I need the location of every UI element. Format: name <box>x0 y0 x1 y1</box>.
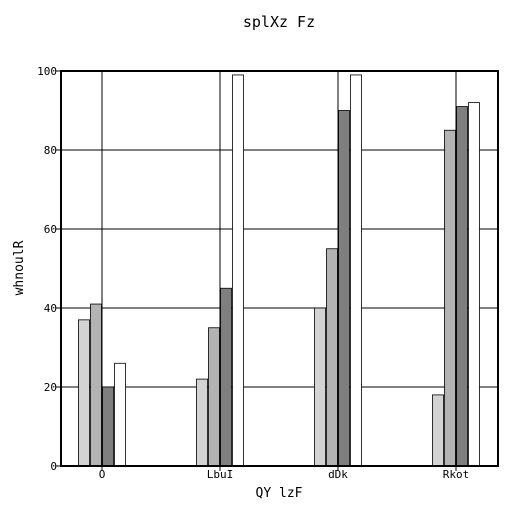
y-tick-label-3: 60 <box>44 223 57 236</box>
y-tick-label-0: 0 <box>50 460 57 473</box>
grid-lines <box>61 71 498 466</box>
y-axis-ticks: 0 20 40 60 80 100 <box>37 65 61 473</box>
bar-s2-dDk <box>338 110 350 467</box>
bar-s3-dDk <box>350 74 362 467</box>
x-tick-label-2: dDk <box>328 468 348 481</box>
y-tick-label-5: 100 <box>37 65 57 78</box>
bars <box>78 74 480 467</box>
bar-s2-LbuI <box>220 287 232 467</box>
x-tick-label-3: Rkot <box>443 468 470 481</box>
x-axis-ticks: O LbuI dDk Rkot <box>99 466 470 481</box>
bar-s0-Rkot <box>432 394 444 467</box>
bar-s2-Rkot <box>456 106 468 467</box>
chart-title: splXz Fz <box>243 13 315 31</box>
bar-s3-Rkot <box>468 102 480 467</box>
bar-s0-dDk <box>314 307 326 467</box>
bar-s0-O <box>78 319 90 467</box>
x-tick-label-1: LbuI <box>207 468 234 481</box>
y-tick-label-2: 40 <box>44 302 57 315</box>
bar-s1-dDk <box>326 248 338 467</box>
bar-s3-LbuI <box>232 74 244 467</box>
bar-s2-O <box>102 386 114 467</box>
bar-s1-Rkot <box>444 129 456 467</box>
x-tick-label-0: O <box>99 468 106 481</box>
y-tick-label-1: 20 <box>44 381 57 394</box>
x-axis-label: QY lzF <box>256 486 303 501</box>
bar-s3-O <box>114 362 126 467</box>
y-axis-label: whnoulR <box>12 240 27 295</box>
plot-frame <box>60 70 499 467</box>
bar-s1-LbuI <box>208 327 220 467</box>
bar-s1-O <box>90 303 102 467</box>
bar-s0-LbuI <box>196 378 208 467</box>
y-tick-label-4: 80 <box>44 144 57 157</box>
